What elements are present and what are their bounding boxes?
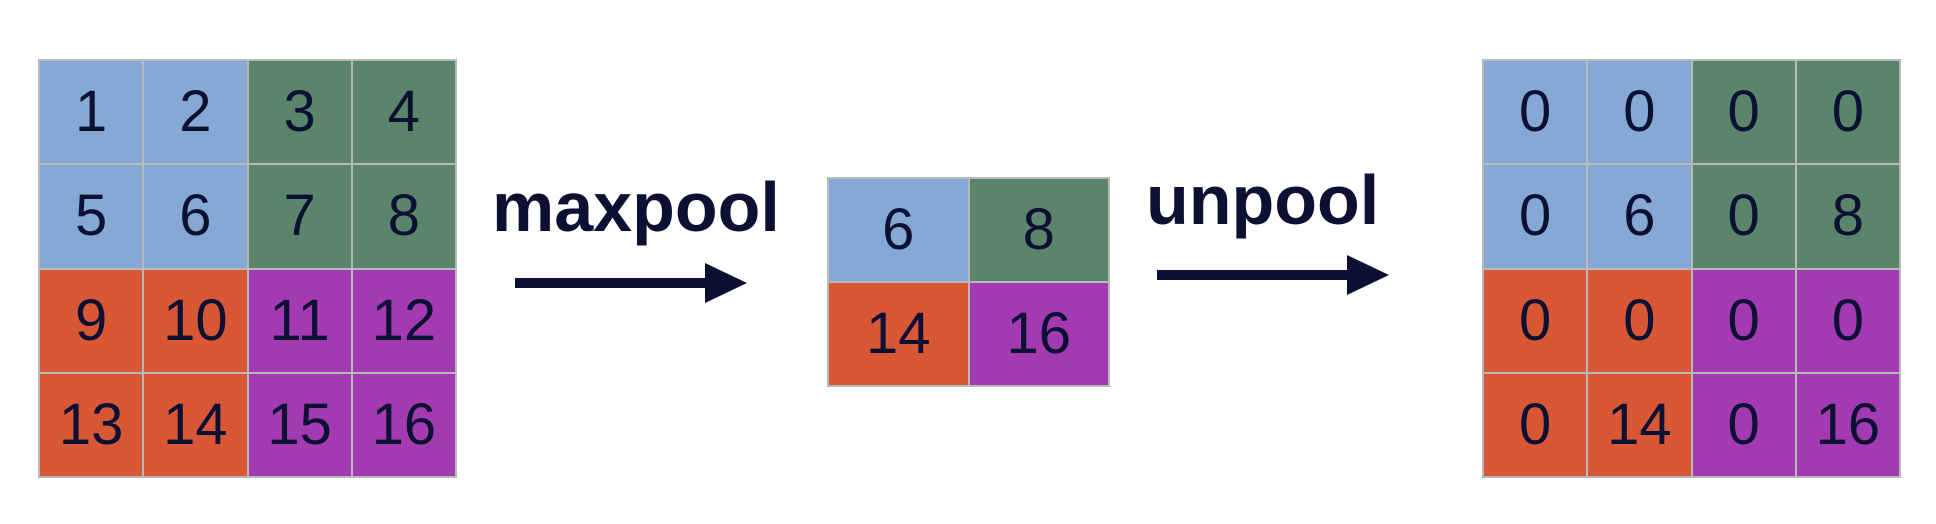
output-grid-cell: 16 [1796,373,1899,476]
maxpool-label: maxpool [492,168,780,246]
output-grid-cell: 14 [1588,373,1691,476]
output-grid-cell: 0 [1796,269,1899,372]
input-grid-cell: 9 [40,269,143,372]
input-grid-cell: 2 [144,61,247,164]
input-grid-cell: 11 [248,269,351,372]
input-grid-cell: 4 [352,61,455,164]
output-grid-cell: 0 [1692,165,1795,268]
input-grid-cell: 16 [352,373,455,476]
input-grid-cell: 1 [40,61,143,164]
input-grid-cell: 15 [248,373,351,476]
pooled-grid-cell: 14 [829,283,968,385]
input-grid-cell: 7 [248,165,351,268]
input-grid-cell: 8 [352,165,455,268]
unpool-arrow-icon [1157,255,1389,295]
output-grid-cell: 0 [1692,373,1795,476]
input-grid-cell: 14 [144,373,247,476]
unpool-label: unpool [1146,161,1380,239]
output-grid-cell: 0 [1484,269,1587,372]
pooled-grid: 6 8 14 16 [827,177,1110,387]
input-grid-cell: 12 [352,269,455,372]
maxpool-arrow-icon [515,263,747,303]
input-grid-cell: 10 [144,269,247,372]
output-grid-cell: 6 [1588,165,1691,268]
input-grid-cell: 13 [40,373,143,476]
input-grid: 1 2 3 4 5 6 7 8 9 10 11 12 13 14 15 16 [38,59,457,478]
output-grid-cell: 0 [1588,61,1691,164]
pooled-grid-cell: 6 [829,179,968,281]
output-grid-cell: 0 [1692,61,1795,164]
output-grid-cell: 0 [1484,61,1587,164]
pooled-grid-cell: 16 [969,283,1108,385]
output-grid: 0 0 0 0 0 6 0 8 0 0 0 0 0 14 0 16 [1482,59,1901,478]
input-grid-cell: 5 [40,165,143,268]
output-grid-cell: 0 [1692,269,1795,372]
input-grid-cell: 6 [144,165,247,268]
output-grid-cell: 0 [1484,373,1587,476]
output-grid-cell: 0 [1484,165,1587,268]
output-grid-cell: 0 [1588,269,1691,372]
pooled-grid-cell: 8 [969,179,1108,281]
input-grid-cell: 3 [248,61,351,164]
output-grid-cell: 0 [1796,61,1899,164]
output-grid-cell: 8 [1796,165,1899,268]
